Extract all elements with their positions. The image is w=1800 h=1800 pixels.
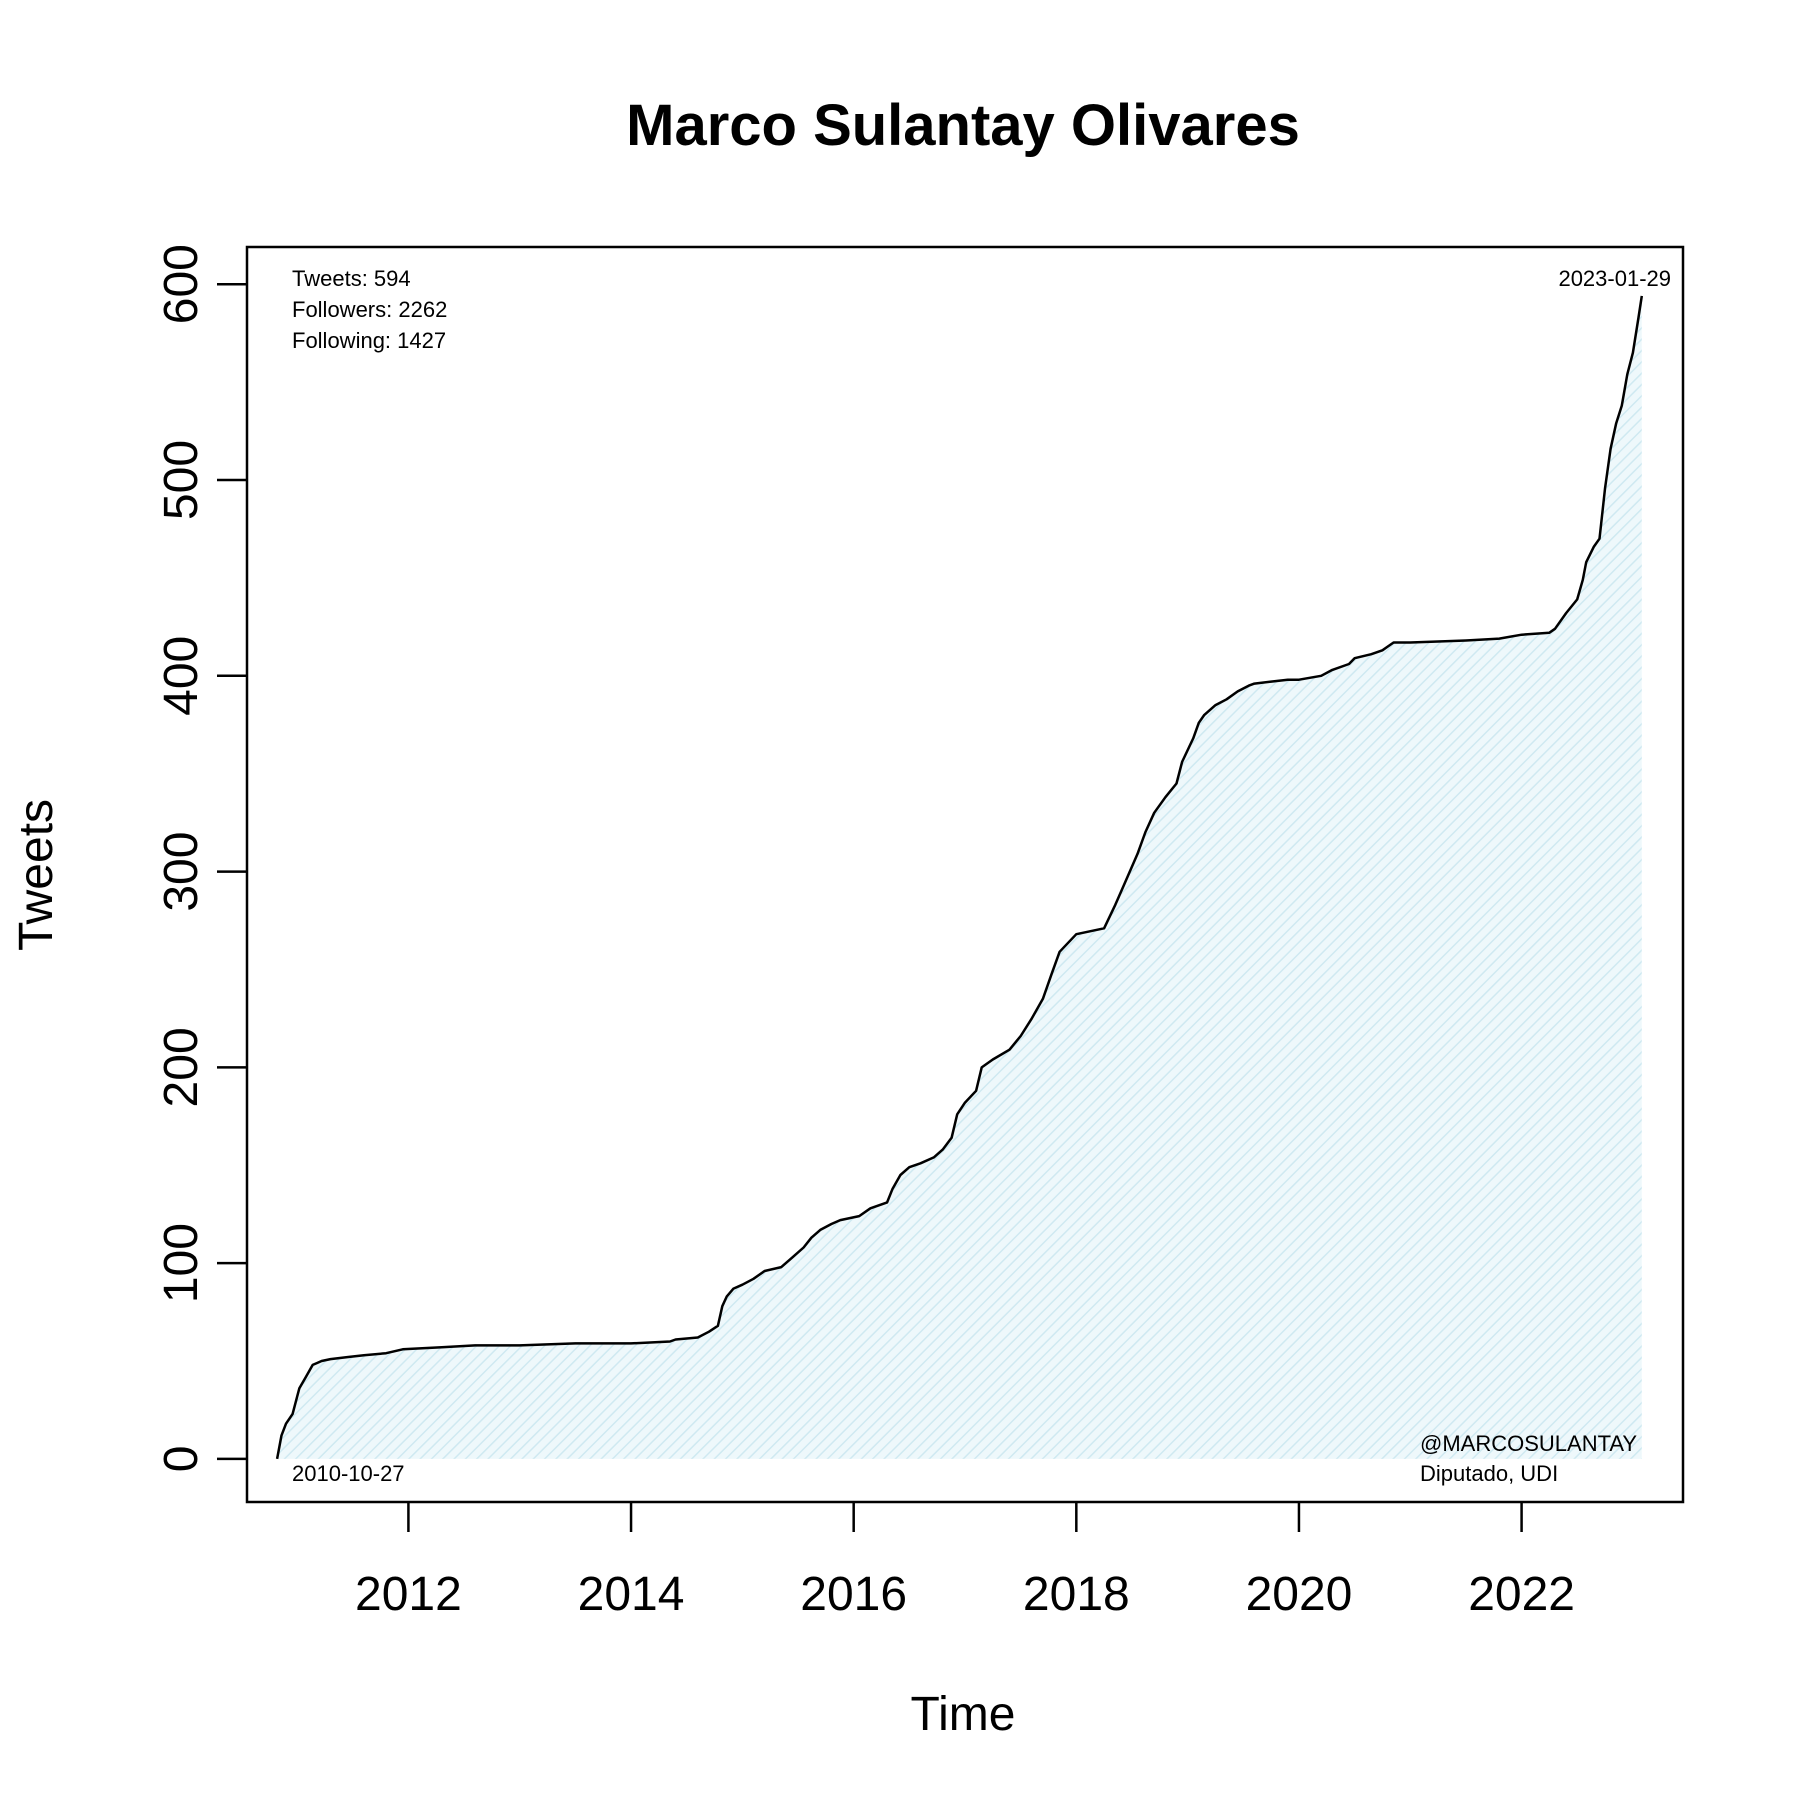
x-tick-label: 2022 xyxy=(1468,1568,1575,1621)
handle-label: @MARCOSULANTAY xyxy=(1420,1431,1637,1456)
series-area-fill xyxy=(277,295,1642,1459)
stats-following: Following: 1427 xyxy=(292,328,446,353)
y-tick-label: 200 xyxy=(155,1027,208,1107)
y-tick-label: 600 xyxy=(155,244,208,324)
y-tick-label: 0 xyxy=(155,1446,208,1473)
x-tick-label: 2012 xyxy=(355,1568,462,1621)
stats-followers: Followers: 2262 xyxy=(292,297,447,322)
chart-title: Marco Sulantay Olivares xyxy=(626,93,1300,158)
end-date-label: 2023-01-29 xyxy=(1558,266,1671,291)
y-tick-label: 400 xyxy=(155,636,208,716)
x-tick-label: 2020 xyxy=(1246,1568,1353,1621)
series-line xyxy=(275,295,1644,1460)
plot-area xyxy=(275,295,1644,1460)
y-tick-label: 300 xyxy=(155,832,208,912)
y-tick-label: 100 xyxy=(155,1223,208,1303)
axes: 2012 2014 2016 2018 2020 2022 0 100 200 300 400 500… xyxy=(155,244,1575,1621)
start-date-label: 2010-10-27 xyxy=(292,1461,405,1486)
x-tick-label: 2016 xyxy=(800,1568,907,1621)
y-axis-label: Tweets xyxy=(10,799,63,951)
y-tick-label: 500 xyxy=(155,440,208,520)
affiliation-label: Diputado, UDI xyxy=(1420,1461,1558,1486)
x-tick-label: 2014 xyxy=(578,1568,685,1621)
stats-tweets: Tweets: 594 xyxy=(292,266,411,291)
x-tick-label: 2018 xyxy=(1023,1568,1130,1621)
x-axis-label: Time xyxy=(911,1688,1016,1741)
plot-frame xyxy=(245,245,1685,1504)
